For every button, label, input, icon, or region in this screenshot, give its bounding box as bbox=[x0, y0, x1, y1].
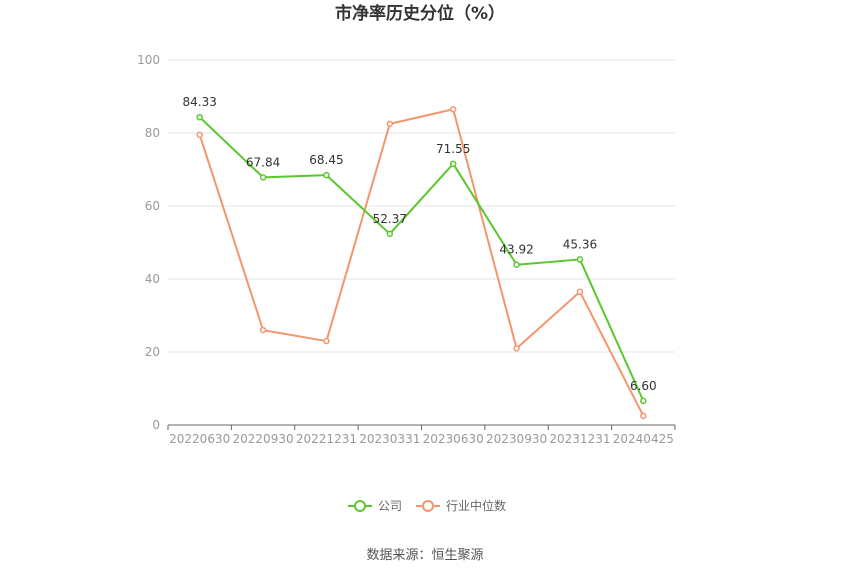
data-point[interactable] bbox=[640, 412, 647, 420]
data-label: 84.33 bbox=[183, 95, 217, 109]
data-label: 67.84 bbox=[246, 155, 280, 169]
data-label: 43.92 bbox=[499, 243, 533, 257]
data-point[interactable] bbox=[386, 230, 394, 238]
data-point[interactable] bbox=[323, 171, 330, 179]
data-point[interactable] bbox=[576, 256, 584, 263]
data-label: 71.55 bbox=[436, 142, 470, 156]
legend-label: 公司 bbox=[378, 499, 402, 513]
data-label: 6.60 bbox=[630, 379, 657, 393]
data-label: 52.37 bbox=[373, 212, 407, 226]
data-point[interactable] bbox=[513, 345, 520, 352]
x-tick-label: 20220930 bbox=[233, 432, 294, 446]
data-point[interactable] bbox=[513, 261, 520, 268]
data-point[interactable] bbox=[196, 113, 203, 121]
data-label: 68.45 bbox=[309, 153, 343, 167]
x-tick-label: 20230630 bbox=[423, 432, 484, 446]
y-tick-label: 40 bbox=[145, 272, 160, 286]
data-point[interactable] bbox=[386, 120, 394, 128]
series-1 bbox=[196, 106, 647, 420]
series-layer: 84.33 67.84 68.45 52.37 71.55 43.92 45.36 6.60 bbox=[183, 95, 657, 420]
legend-swatch-marker bbox=[354, 500, 366, 512]
data-point[interactable] bbox=[640, 397, 647, 405]
data-point[interactable] bbox=[576, 288, 584, 296]
x-tick-label: 20230331 bbox=[359, 432, 420, 446]
source-note: 数据来源：恒生聚源 bbox=[366, 548, 483, 563]
legend-item-0[interactable]: 公司 bbox=[348, 499, 402, 513]
grid-layer bbox=[168, 59, 675, 353]
data-point[interactable] bbox=[259, 326, 267, 334]
legend[interactable]: 公司 行业中位数 bbox=[348, 498, 506, 513]
data-point[interactable] bbox=[449, 160, 457, 168]
data-point[interactable] bbox=[323, 337, 330, 345]
legend-label: 行业中位数 bbox=[446, 498, 506, 513]
data-point[interactable] bbox=[196, 131, 203, 139]
series-line bbox=[198, 108, 645, 417]
y-tick-label: 60 bbox=[145, 199, 160, 213]
y-tick-label: 80 bbox=[145, 126, 160, 140]
y-tick-label: 100 bbox=[137, 53, 160, 67]
series-line bbox=[198, 116, 645, 402]
data-point[interactable] bbox=[259, 174, 267, 181]
x-tick-label: 20231231 bbox=[549, 432, 610, 446]
y-tick-label: 0 bbox=[152, 418, 160, 432]
x-tick-label: 20240425 bbox=[613, 432, 674, 446]
data-point[interactable] bbox=[449, 106, 457, 113]
x-tick-label: 20220630 bbox=[169, 432, 230, 446]
data-label: 45.36 bbox=[563, 237, 597, 251]
legend-item-1[interactable]: 行业中位数 bbox=[416, 498, 506, 513]
series-0: 84.33 67.84 68.45 52.37 71.55 43.92 45.36 6.60 bbox=[183, 95, 657, 405]
chart-title: 市净率历史分位（%） bbox=[335, 3, 505, 24]
y-tick-label: 20 bbox=[145, 345, 160, 359]
x-tick-label: 20221231 bbox=[296, 432, 357, 446]
legend-swatch-marker bbox=[422, 500, 434, 512]
x-tick-label: 20230930 bbox=[486, 432, 547, 446]
